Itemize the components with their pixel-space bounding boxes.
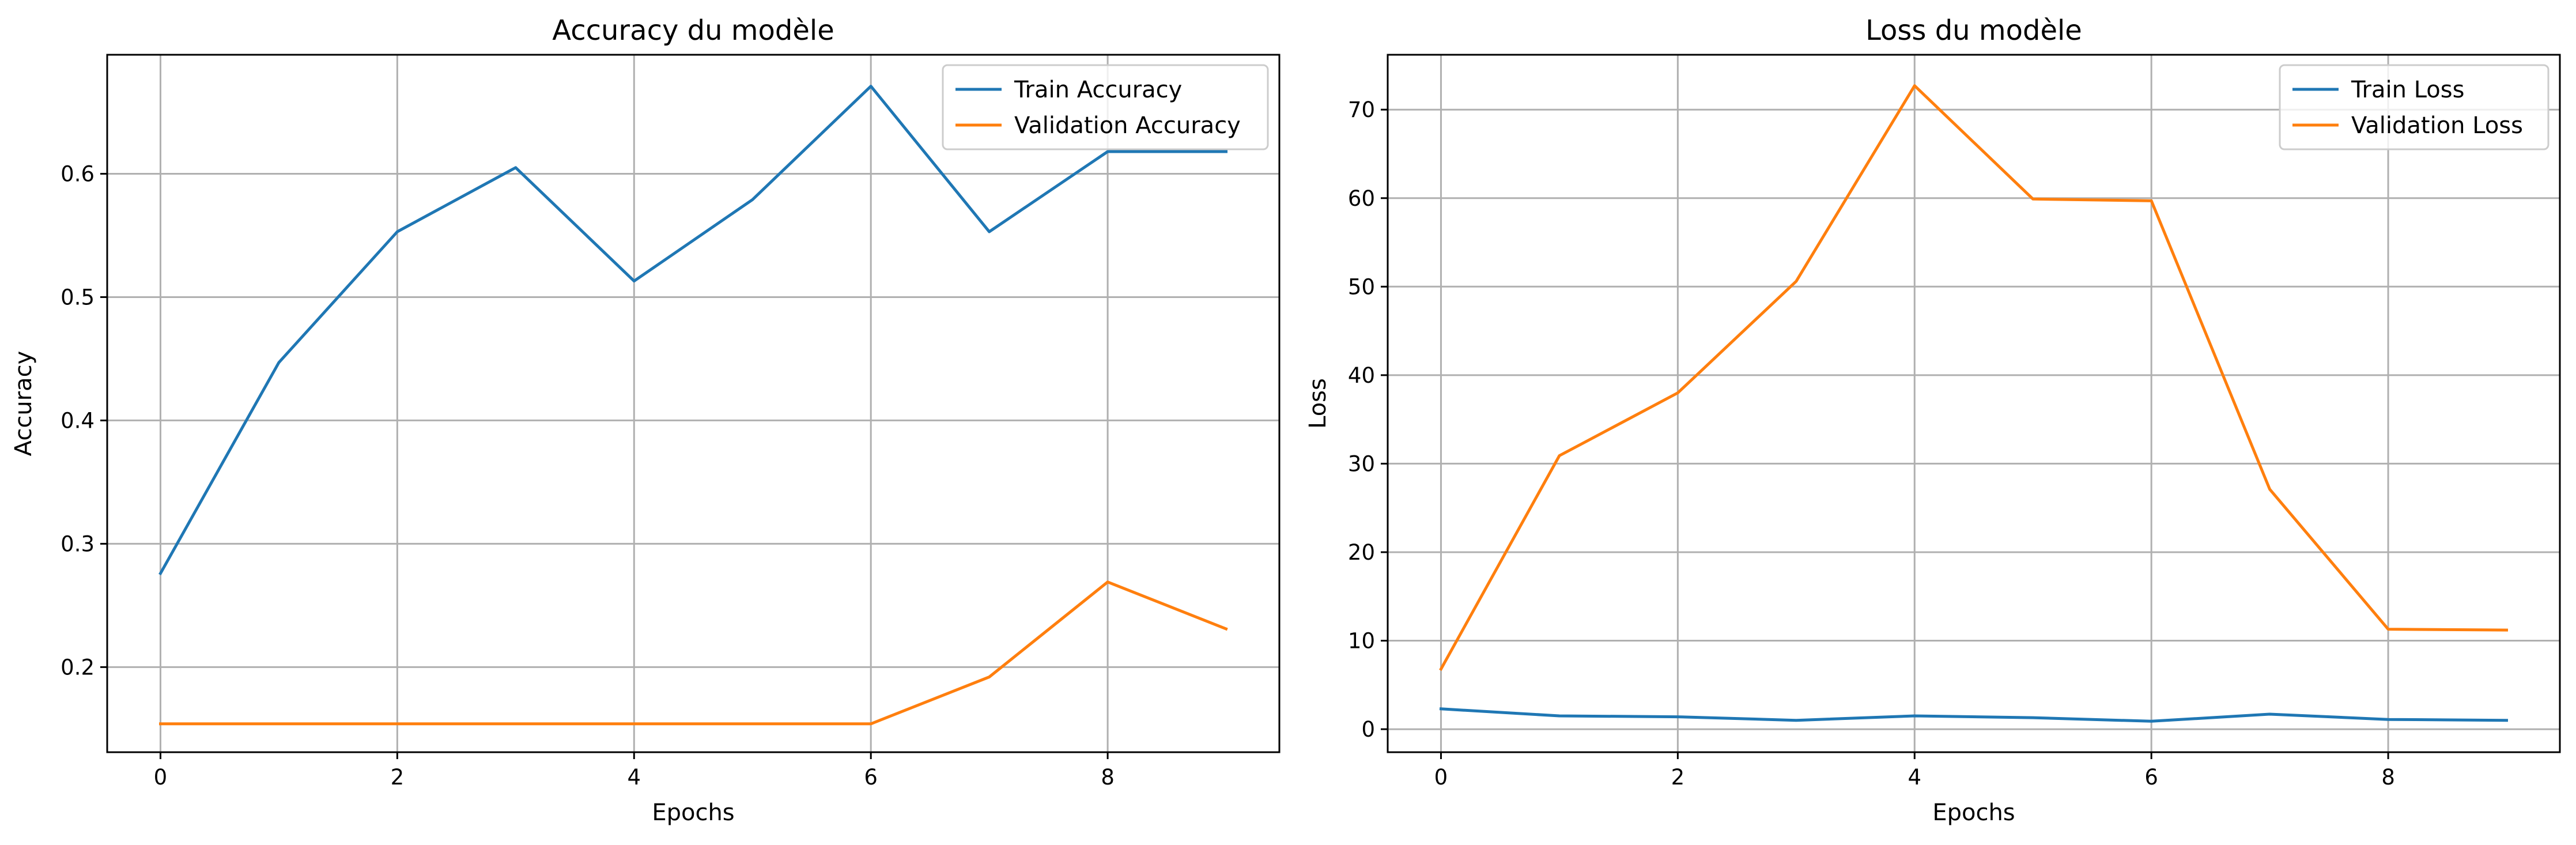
x-tick-label: 2 [1671,765,1685,790]
y-tick-label: 0 [1361,717,1375,742]
legend: Train Accuracy Validation Accuracy [942,64,1269,150]
y-tick-label: 50 [1348,274,1375,299]
x-tick-label: 4 [1908,765,1921,790]
x-tick-label: 4 [627,765,641,790]
y-tick-label: 30 [1348,451,1375,476]
series-line-train [158,85,1227,576]
x-tick-label: 2 [391,765,405,790]
y-tick-label: 20 [1348,540,1375,565]
accuracy-chart: 0 2 4 6 8 0.2 0.3 0.4 0.5 0.6 Accuracy du modèle Ep… [10,14,1281,826]
y-tick-label: 0.4 [61,408,95,433]
series-line-train [1439,707,2509,723]
x-tick-label: 6 [864,765,878,790]
plot-area [107,55,1279,752]
legend-label-train: Train Accuracy [1014,77,1182,103]
y-tick-label: 40 [1348,363,1375,388]
chart-title: Loss du modèle [1865,14,2082,47]
y-tick-label: 70 [1348,97,1375,122]
x-tick-label: 8 [1101,765,1115,790]
x-axis-label: Epochs [1932,799,2015,826]
legend-box [2279,64,2549,150]
legend-label-validation: Validation Accuracy [1014,112,1241,139]
x-tick-label: 0 [154,765,168,790]
y-tick-label: 0.3 [61,531,95,556]
y-axis-label: Loss [1305,378,1331,429]
y-tick-label: 0.6 [61,161,95,186]
axes-frame [106,54,1281,753]
y-tick-label: 10 [1348,629,1375,654]
y-axis-label: Accuracy [10,351,37,457]
y-tick-label: 60 [1348,186,1375,211]
x-tick-label: 8 [2381,765,2395,790]
y-tick-label: 0.2 [61,655,95,680]
series-line-validation [159,580,1228,726]
legend-label-train: Train Loss [2351,77,2464,103]
series-line-validation [1439,84,2509,672]
y-tick-label: 0.5 [61,285,95,310]
x-axis-label: Epochs [652,799,734,826]
plot-area [1388,55,2560,752]
legend-box [942,64,1269,150]
axes-frame [1387,54,2561,753]
loss-chart: 0 2 4 6 8 0 10 20 30 40 50 60 70 Loss du modèle Epochs… [1305,14,2561,826]
chart-title: Accuracy du modèle [552,14,834,47]
legend: Train Loss Validation Loss [2279,64,2549,150]
x-tick-label: 6 [2144,765,2158,790]
x-tick-label: 0 [1434,765,1448,790]
legend-label-validation: Validation Loss [2351,112,2523,139]
